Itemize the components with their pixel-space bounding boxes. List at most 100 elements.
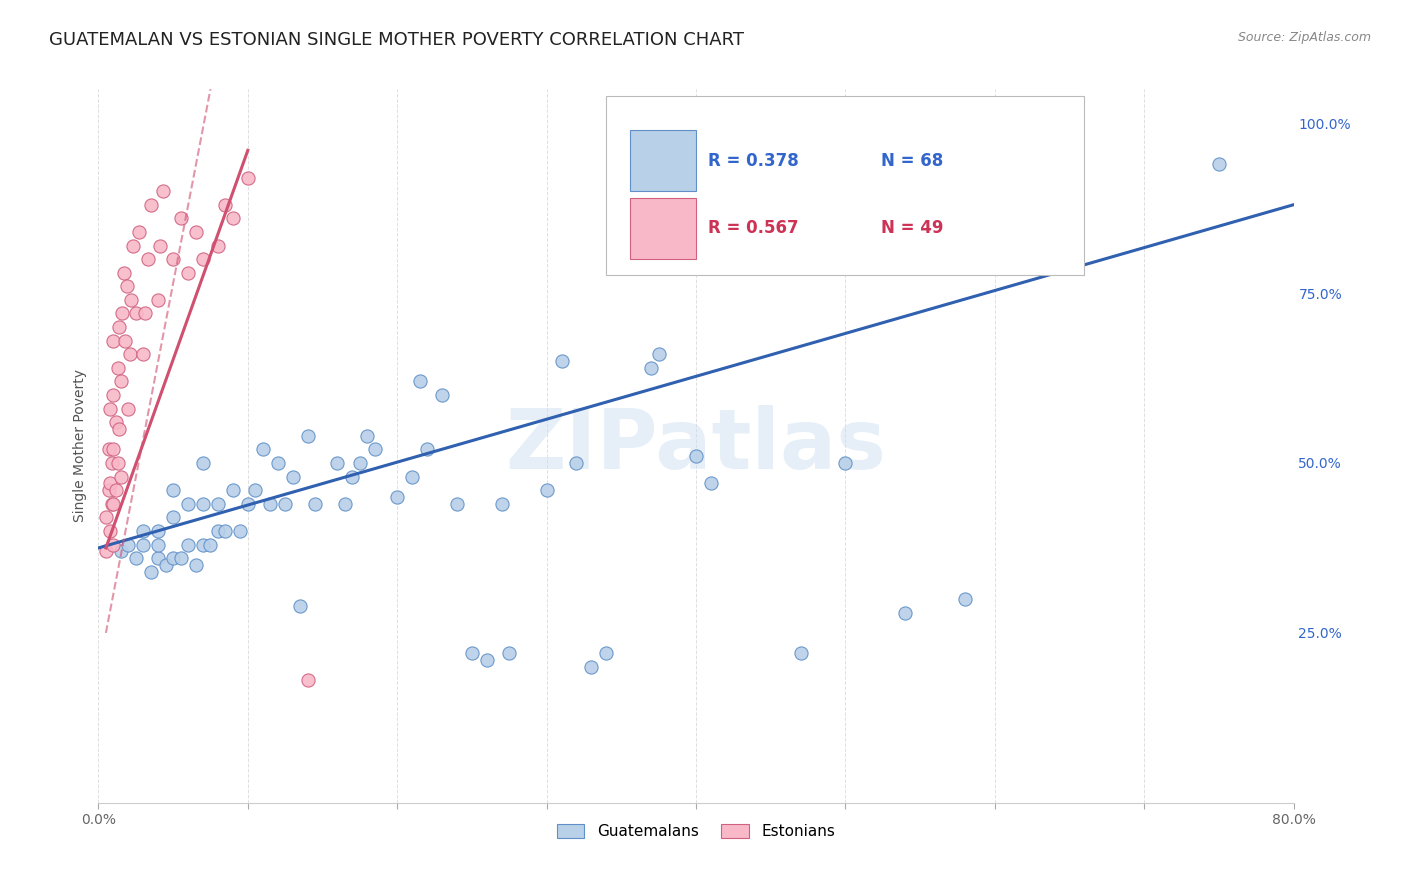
Y-axis label: Single Mother Poverty: Single Mother Poverty — [73, 369, 87, 523]
Point — [155, 558, 177, 572]
Point — [550, 354, 572, 368]
Point — [333, 497, 356, 511]
Point — [640, 360, 662, 375]
Point — [288, 599, 311, 613]
Text: Source: ZipAtlas.com: Source: ZipAtlas.com — [1237, 31, 1371, 45]
Point — [103, 442, 125, 457]
Point — [115, 279, 138, 293]
Point — [281, 469, 304, 483]
Point — [214, 198, 236, 212]
Point — [267, 456, 290, 470]
Point — [430, 388, 453, 402]
Point — [349, 456, 371, 470]
Point — [118, 347, 141, 361]
Point — [136, 252, 159, 266]
FancyBboxPatch shape — [630, 198, 696, 259]
Point — [139, 198, 162, 212]
Point — [200, 537, 222, 551]
Point — [117, 401, 139, 416]
Point — [103, 497, 125, 511]
Point — [148, 293, 170, 307]
Point — [108, 320, 131, 334]
Point — [356, 429, 378, 443]
Point — [685, 449, 707, 463]
Point — [111, 306, 134, 320]
Point — [789, 646, 811, 660]
Point — [1208, 157, 1230, 171]
Point — [162, 483, 184, 498]
Point — [953, 591, 976, 606]
FancyBboxPatch shape — [630, 130, 696, 191]
Point — [326, 456, 349, 470]
Point — [491, 497, 513, 511]
Point — [162, 252, 184, 266]
Point — [475, 653, 498, 667]
Point — [191, 456, 214, 470]
Point — [105, 415, 128, 429]
Point — [245, 483, 267, 498]
Text: R = 0.567: R = 0.567 — [709, 219, 799, 237]
Point — [565, 456, 588, 470]
Point — [132, 537, 155, 551]
Point — [595, 646, 617, 660]
Point — [152, 184, 174, 198]
Point — [97, 483, 120, 498]
Point — [125, 306, 148, 320]
Point — [148, 524, 170, 538]
Point — [834, 456, 856, 470]
Point — [184, 558, 207, 572]
Point — [98, 524, 122, 538]
Point — [184, 225, 207, 239]
Point — [297, 673, 319, 688]
Point — [647, 347, 669, 361]
Point — [191, 252, 214, 266]
Point — [236, 170, 259, 185]
Point — [797, 238, 820, 252]
Point — [110, 469, 132, 483]
Point — [416, 442, 439, 457]
Point — [536, 483, 558, 498]
Point — [207, 238, 229, 252]
Point — [304, 497, 326, 511]
Point — [162, 510, 184, 524]
Point — [112, 266, 135, 280]
Point — [132, 524, 155, 538]
Point — [103, 388, 125, 402]
Point — [97, 442, 120, 457]
Point — [121, 238, 143, 252]
Point — [108, 422, 131, 436]
Legend: Guatemalans, Estonians: Guatemalans, Estonians — [551, 818, 841, 845]
Point — [105, 483, 128, 498]
Point — [125, 551, 148, 566]
Point — [297, 429, 319, 443]
Point — [148, 537, 170, 551]
Point — [98, 401, 122, 416]
Point — [214, 524, 236, 538]
Point — [252, 442, 274, 457]
Point — [177, 266, 200, 280]
Text: ZIPatlas: ZIPatlas — [506, 406, 886, 486]
Point — [103, 537, 125, 551]
Point — [498, 646, 520, 660]
Point — [401, 469, 423, 483]
Point — [236, 497, 259, 511]
Point — [134, 306, 156, 320]
Point — [177, 497, 200, 511]
Point — [1028, 170, 1050, 185]
Point — [101, 456, 124, 470]
Point — [700, 476, 723, 491]
Point — [110, 375, 132, 389]
Point — [222, 211, 245, 226]
Text: GUATEMALAN VS ESTONIAN SINGLE MOTHER POVERTY CORRELATION CHART: GUATEMALAN VS ESTONIAN SINGLE MOTHER POV… — [49, 31, 744, 49]
Point — [101, 497, 124, 511]
Point — [107, 360, 129, 375]
Point — [274, 497, 297, 511]
Point — [148, 551, 170, 566]
Point — [364, 442, 387, 457]
Point — [128, 225, 150, 239]
Text: N = 68: N = 68 — [882, 152, 943, 169]
Text: N = 49: N = 49 — [882, 219, 943, 237]
Point — [139, 565, 162, 579]
Point — [117, 537, 139, 551]
Point — [110, 544, 132, 558]
